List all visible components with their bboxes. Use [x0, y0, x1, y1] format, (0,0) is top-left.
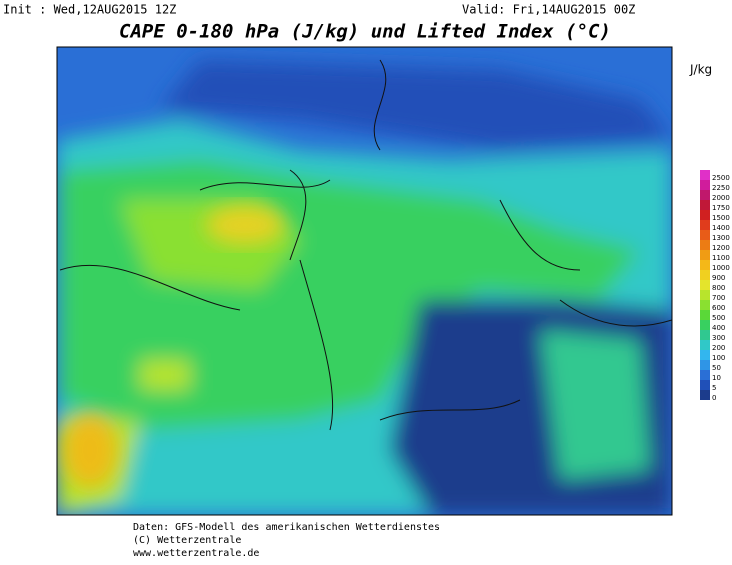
colorbar-segment	[700, 170, 710, 180]
colorbar-segment	[700, 280, 710, 290]
colorbar-segment	[700, 220, 710, 230]
colorbar: 0 5 10 50 100 200 300 400 500 600 700 800 900 1000 110…	[700, 170, 730, 402]
level-label: 100	[712, 354, 725, 362]
map-title: CAPE 0-180 hPa (J/kg) und Lifted Index (…	[119, 21, 611, 43]
level-label: 500	[712, 314, 725, 322]
colorbar-segment	[700, 250, 710, 260]
map-frame	[56, 46, 673, 516]
colorbar-segment	[700, 380, 710, 390]
footer-line: (C) Wetterzentrale	[133, 535, 241, 546]
colorbar-segment	[700, 260, 710, 270]
colorbar-segment	[700, 370, 710, 380]
colorbar-segment	[700, 350, 710, 360]
level-label: 0	[712, 394, 716, 402]
footer-line: Daten: GFS-Modell des amerikanischen Wet…	[133, 522, 440, 533]
colorbar-segment	[700, 210, 710, 220]
colorbar-segment	[700, 390, 710, 400]
colorbar-segment	[700, 270, 710, 280]
level-label: 600	[712, 304, 725, 312]
colorbar-segment	[700, 340, 710, 350]
level-label: 1100	[712, 254, 730, 262]
valid-time: Valid: Fri,14AUG2015 00Z	[462, 3, 635, 17]
colorbar-segment	[700, 240, 710, 250]
level-label: 2250	[712, 184, 730, 192]
level-label: 1750	[712, 204, 730, 212]
level-label: 50	[712, 364, 721, 372]
init-time: Init : Wed,12AUG2015 12Z	[3, 3, 176, 17]
map	[57, 47, 672, 515]
colorbar-segment	[700, 330, 710, 340]
level-label: 900	[712, 274, 725, 282]
colorbar-segment	[700, 320, 710, 330]
level-label: 1000	[712, 264, 730, 272]
level-label: 700	[712, 294, 725, 302]
level-label: 300	[712, 334, 725, 342]
colorbar-segment	[700, 360, 710, 370]
colorbar-segment	[700, 190, 710, 200]
footer-line: www.wetterzentrale.de	[133, 548, 259, 559]
level-label: 1400	[712, 224, 730, 232]
colorbar-segment	[700, 290, 710, 300]
colorbar-segment	[700, 300, 710, 310]
level-label: 800	[712, 284, 725, 292]
level-label: 5	[712, 384, 716, 392]
level-label: 2000	[712, 194, 730, 202]
colorbar-segment	[700, 200, 710, 210]
colorbar-segment	[700, 230, 710, 240]
level-label: 1500	[712, 214, 730, 222]
colorbar-segment	[700, 310, 710, 320]
level-label: 2500	[712, 174, 730, 182]
level-label: 200	[712, 344, 725, 352]
colorbar-segment	[700, 180, 710, 190]
level-label: 10	[712, 374, 721, 382]
level-label: 400	[712, 324, 725, 332]
legend-unit: J/kg	[689, 63, 712, 77]
level-label: 1300	[712, 234, 730, 242]
level-label: 1200	[712, 244, 730, 252]
